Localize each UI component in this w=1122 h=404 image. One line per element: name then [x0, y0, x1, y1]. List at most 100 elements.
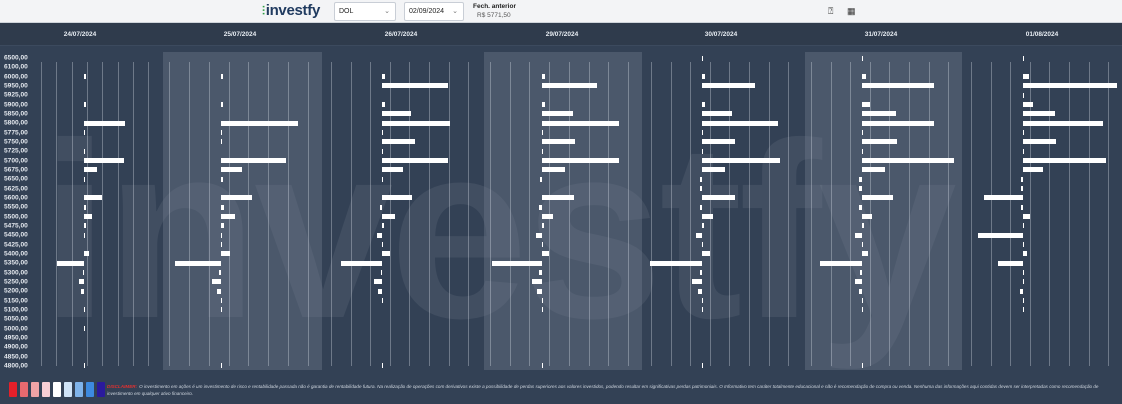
date-header: 24/07/2024 25/07/2024 26/07/2024 29/07/2024…: [0, 23, 1122, 46]
volume-bar: [984, 195, 1023, 201]
logo-bars-icon: ⫶: [262, 4, 265, 18]
legend-swatch: [9, 382, 17, 397]
volume-bar: [1023, 307, 1024, 313]
volume-bar: [700, 186, 702, 192]
volume-bar: [221, 204, 224, 210]
gridline: [889, 62, 891, 366]
legend-swatch: [53, 382, 61, 397]
volume-bar: [862, 298, 863, 304]
gridline: [1029, 62, 1031, 366]
gridline: [370, 62, 372, 366]
volume-bar: [862, 111, 896, 117]
volume-bar: [859, 186, 862, 192]
volume-bar: [84, 176, 85, 182]
help-icon[interactable]: ⍰: [828, 6, 834, 16]
legend-swatch: [75, 382, 83, 397]
prev-close: Fech. anterior R$ 5771,50: [473, 3, 516, 19]
volume-bar: [702, 251, 710, 257]
date-label: 31/07/2024: [864, 31, 898, 38]
gridline: [308, 62, 310, 366]
volume-bar: [84, 232, 85, 238]
gridline: [350, 62, 352, 366]
gridline: [389, 62, 391, 366]
volume-bar: [1020, 288, 1023, 294]
volume-bar: [862, 363, 863, 369]
y-axis-label: 5350,00: [4, 259, 28, 267]
y-axis-label: 5050,00: [4, 315, 28, 323]
gridline: [608, 62, 610, 366]
y-axis-label: 4950,00: [4, 334, 28, 342]
volume-bar: [542, 83, 597, 89]
color-legend: [9, 382, 105, 397]
volume-bar: [382, 242, 383, 248]
gridline: [1049, 62, 1051, 366]
volume-bar: [79, 279, 84, 285]
y-axis-label: 5925,00: [4, 91, 28, 99]
gridline: [830, 62, 832, 366]
volume-bar: [702, 167, 725, 173]
volume-bar: [382, 148, 383, 154]
y-axis-label: 5625,00: [4, 185, 28, 193]
volume-bar: [1023, 270, 1024, 276]
y-axis-label: 5650,00: [4, 175, 28, 183]
gridline: [990, 62, 992, 366]
y-axis-label: 4800,00: [4, 362, 28, 370]
footer: DISCLAIMER: O investimento em ações é um …: [0, 372, 1122, 404]
date-select[interactable]: 02/09/2024 ⌄: [404, 2, 464, 21]
volume-bar: [542, 307, 543, 313]
gridline: [1108, 62, 1110, 366]
volume-bar: [221, 307, 222, 313]
volume-bar: [380, 204, 382, 210]
volume-bar: [1023, 102, 1033, 108]
volume-bar: [542, 363, 543, 369]
y-axis-label: 5300,00: [4, 269, 28, 277]
grid-icon[interactable]: ▦: [847, 6, 856, 16]
y-axis-label: 5750,00: [4, 138, 28, 146]
volume-bar: [702, 242, 703, 248]
volume-bar: [221, 214, 235, 220]
y-axis-label: 5000,00: [4, 325, 28, 333]
date-panel: [35, 52, 160, 370]
disclaimer-label: DISCLAIMER:: [107, 384, 138, 389]
gridline: [509, 62, 511, 366]
volume-bar: [862, 242, 863, 248]
volume-bar: [702, 363, 703, 369]
gridline: [117, 62, 119, 366]
gridline: [1010, 62, 1012, 366]
disclaimer-text: O investimento em ações é um investiment…: [107, 384, 1099, 396]
volume-bar: [382, 195, 412, 201]
volume-bar: [84, 223, 86, 229]
date-select-value: 02/09/2024: [409, 8, 445, 15]
volume-bar: [540, 176, 542, 182]
volume-bar: [382, 251, 390, 257]
volume-bar: [702, 130, 703, 136]
volume-bar: [542, 102, 545, 108]
volume-bar: [382, 120, 450, 126]
volume-bar: [536, 232, 542, 238]
gridline: [948, 62, 950, 366]
chevron-down-icon: ⌄: [384, 8, 390, 15]
volume-bar: [539, 270, 542, 276]
volume-bar: [378, 288, 382, 294]
volume-bar: [84, 102, 86, 108]
prev-close-value: R$ 5771,50: [477, 12, 511, 19]
volume-bar: [702, 83, 755, 89]
volume-bar: [382, 83, 448, 89]
asset-select[interactable]: DOL ⌄: [334, 2, 396, 21]
volume-bar: [702, 102, 705, 108]
volume-bar: [1023, 298, 1024, 304]
gridline: [87, 62, 88, 366]
volume-bar: [382, 214, 395, 220]
gridline: [749, 62, 750, 366]
volume-bar: [382, 158, 448, 164]
volume-bar: [221, 130, 222, 136]
y-axis-label: 5450,00: [4, 231, 28, 239]
volume-bar: [382, 130, 383, 136]
volume-bar: [217, 288, 221, 294]
y-axis-label: 6000,00: [4, 73, 28, 81]
volume-bar: [221, 232, 222, 238]
y-axis-label: 5400,00: [4, 250, 28, 258]
volume-bar: [702, 139, 735, 145]
date-label: 26/07/2024: [384, 31, 418, 38]
date-label: 24/07/2024: [63, 31, 97, 38]
